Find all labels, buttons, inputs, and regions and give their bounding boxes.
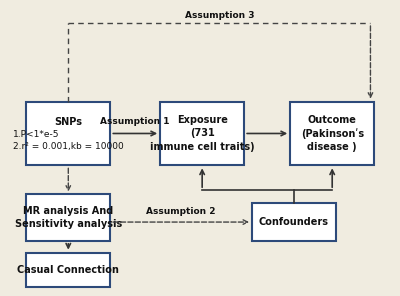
FancyBboxPatch shape [252,203,336,241]
FancyBboxPatch shape [290,102,374,165]
Text: SNPs: SNPs [54,117,82,127]
Text: Assumption 2: Assumption 2 [146,207,216,216]
Text: Assumption 3: Assumption 3 [185,11,254,20]
FancyBboxPatch shape [26,252,110,287]
Text: Casual Connection: Casual Connection [17,265,119,275]
FancyBboxPatch shape [26,102,110,165]
Text: Exposure
(731
immune cell traits): Exposure (731 immune cell traits) [150,115,254,152]
Text: Confounders: Confounders [259,217,329,227]
Text: Assumption 1: Assumption 1 [100,117,170,126]
Text: 1.P<1*e-5
2.r² = 0.001,kb = 10000: 1.P<1*e-5 2.r² = 0.001,kb = 10000 [13,130,124,151]
FancyBboxPatch shape [160,102,244,165]
FancyBboxPatch shape [26,194,110,241]
Text: MR analysis And
Sensitivity analysis: MR analysis And Sensitivity analysis [15,206,122,229]
Text: Outcome
(Pakinsonʹs
disease ): Outcome (Pakinsonʹs disease ) [301,115,364,152]
